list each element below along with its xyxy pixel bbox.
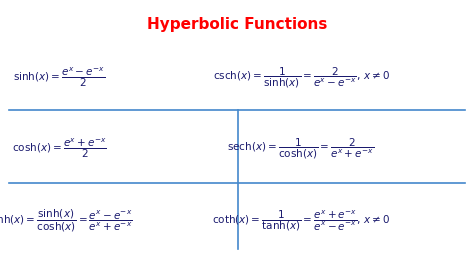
Text: $\sinh(x) = \dfrac{e^{x}-e^{-x}}{2}$: $\sinh(x) = \dfrac{e^{x}-e^{-x}}{2}$ [13,66,105,89]
Text: $\cosh(x) = \dfrac{e^{x}+e^{-x}}{2}$: $\cosh(x) = \dfrac{e^{x}+e^{-x}}{2}$ [12,137,107,161]
Text: $\mathrm{csch}(x) = \dfrac{1}{\sinh(x)} = \dfrac{2}{e^{x}-e^{-x}},\,x\neq 0$: $\mathrm{csch}(x) = \dfrac{1}{\sinh(x)} … [212,65,390,90]
Text: $\mathrm{sech}(x) = \dfrac{1}{\cosh(x)} = \dfrac{2}{e^{x}+e^{-x}}$: $\mathrm{sech}(x) = \dfrac{1}{\cosh(x)} … [228,136,374,161]
Text: Hyperbolic Functions: Hyperbolic Functions [147,17,327,32]
Text: $\coth(x) = \dfrac{1}{\tanh(x)} = \dfrac{e^{x}+e^{-x}}{e^{x}-e^{-x}},\,x\neq 0$: $\coth(x) = \dfrac{1}{\tanh(x)} = \dfrac… [212,209,390,233]
Text: $\tanh(x) = \dfrac{\sinh(x)}{\cosh(x)} = \dfrac{e^{x}-e^{-x}}{e^{x}+e^{-x}}$: $\tanh(x) = \dfrac{\sinh(x)}{\cosh(x)} =… [0,208,133,234]
